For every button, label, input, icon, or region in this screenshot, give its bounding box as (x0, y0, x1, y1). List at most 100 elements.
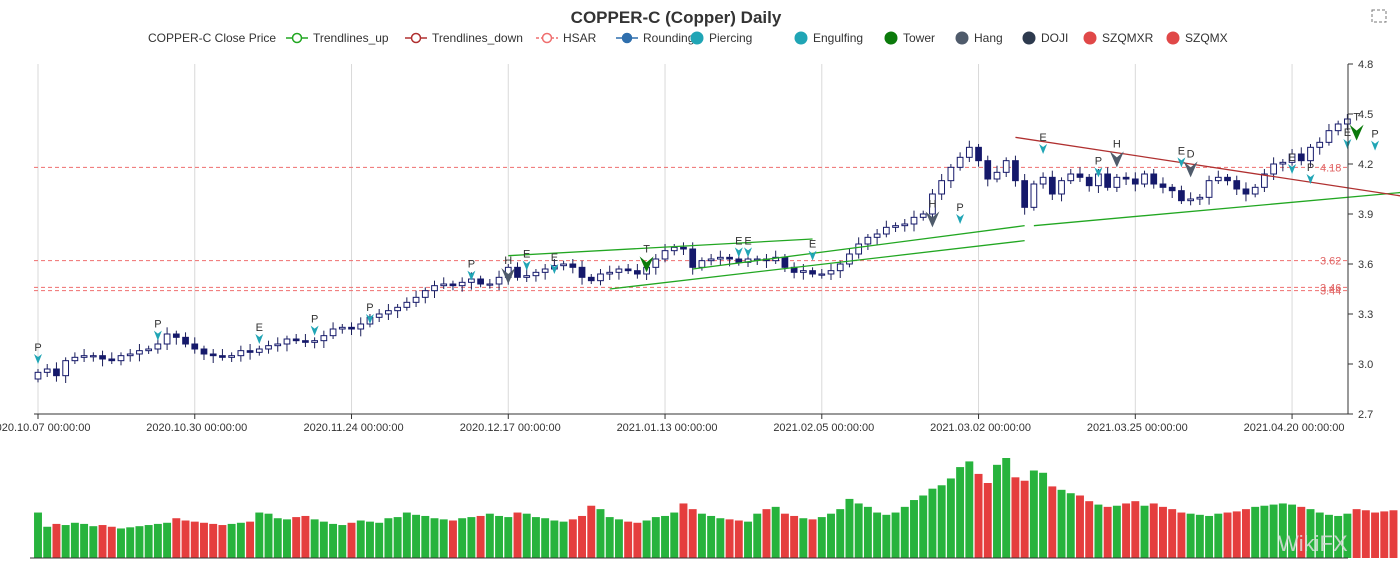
candle-body (394, 306, 401, 312)
candle-body (486, 283, 494, 286)
x-tick-label: 2021.01.13 00:00:00 (617, 422, 718, 434)
volume-bar (1131, 501, 1140, 558)
candle-body (182, 336, 189, 345)
candle-body (938, 180, 946, 195)
volume-bar (402, 512, 411, 558)
volume-bar (688, 509, 697, 558)
volume-bar (117, 528, 125, 558)
marker-label: P (366, 302, 373, 314)
candle-body (910, 216, 918, 225)
candle-body (873, 233, 881, 238)
marker-arrow (550, 264, 559, 274)
candle-body (726, 256, 733, 260)
volume-bar (1380, 511, 1389, 558)
candle-body (62, 360, 70, 377)
legend-label: Hang (974, 31, 1003, 45)
candle-body (661, 250, 669, 260)
candle-body (1242, 188, 1250, 195)
marker-arrow (310, 325, 319, 336)
volume-bar (1361, 510, 1370, 558)
candle-body (827, 270, 835, 275)
marker-arrow (808, 250, 817, 261)
legend-item-engulfing: Engulfing (794, 31, 863, 45)
candle-body (707, 258, 715, 262)
candle-body (200, 348, 208, 355)
volume-bar (255, 512, 264, 558)
marker-label: E (1288, 152, 1295, 164)
marker-p: P (34, 342, 42, 364)
volume-bar (163, 522, 172, 558)
x-tick-label: 2021.04.20 00:00:00 (1244, 422, 1345, 434)
marker-arrow (1306, 174, 1315, 184)
marker-e: E (550, 252, 559, 274)
volume-bar (808, 519, 817, 558)
trendlines (508, 136, 1400, 290)
restore-zoom-icon[interactable] (1371, 9, 1387, 23)
candle-body (329, 328, 337, 337)
candle-body (1178, 190, 1185, 202)
volume-bar (292, 517, 301, 558)
legend-swatch-dot (955, 31, 969, 45)
candles (34, 114, 1351, 383)
volume-bar (347, 522, 356, 558)
volume-bar (319, 521, 328, 558)
candle-body (735, 258, 743, 263)
candle-body (855, 243, 863, 255)
volume-bar (1334, 515, 1343, 558)
marker-h: H (501, 255, 516, 284)
volume-bar (209, 523, 218, 558)
volume-bar (1251, 506, 1260, 558)
candle-body (634, 270, 641, 275)
marker-e: E (808, 239, 817, 261)
candle-body (1187, 198, 1194, 202)
volume-bar (578, 515, 587, 558)
legend-item-szqmx: SZQMX (1166, 31, 1228, 45)
marker-e: E (734, 235, 743, 258)
legend-swatch-circle (291, 32, 303, 44)
candle-body (274, 343, 282, 347)
candle-body (1224, 176, 1231, 182)
candle-body (1270, 163, 1277, 175)
hsar-levels: 4.18 3.62 3.463.44 (34, 162, 1348, 298)
volume-bar (790, 515, 799, 558)
volume-bar (485, 513, 494, 558)
marker-label: E (1039, 132, 1046, 144)
watermark: WikiFX (1278, 531, 1348, 556)
marker-label: P (34, 342, 41, 354)
volume-bar (218, 525, 227, 558)
candle-body (403, 301, 411, 308)
candle-body (965, 146, 973, 158)
candle-body (99, 355, 106, 360)
marker-p: P (310, 314, 319, 336)
candle-body (882, 226, 890, 235)
volume-bar (661, 515, 669, 558)
y-tick-label: 4.5 (1358, 109, 1373, 121)
volume-bar (448, 520, 457, 558)
marker-arrow (1288, 164, 1297, 174)
trendline-up (508, 238, 813, 257)
marker-p: P (1094, 155, 1103, 178)
marker-arrow (522, 260, 531, 271)
candle-body (237, 350, 245, 357)
candle-body (228, 355, 236, 358)
candle-body (984, 160, 992, 180)
candle-body (292, 338, 300, 342)
volume-bar (679, 503, 688, 558)
x-tick-label: 2020.12.17 00:00:00 (460, 422, 561, 434)
legend-swatch-dot (1083, 31, 1097, 45)
volume-bar (780, 513, 789, 558)
candle-body (1150, 173, 1158, 185)
volume-bar (1002, 458, 1011, 558)
legend-swatch-circle (410, 32, 422, 44)
legend-label: Rounding (643, 31, 694, 45)
volume-bar (993, 464, 1001, 558)
legend-swatch-dot (690, 31, 704, 45)
candle-body (1316, 141, 1324, 148)
volume-bar (651, 517, 660, 558)
marker-p: P (365, 302, 374, 324)
volume-bar (1029, 470, 1038, 558)
candle-body (431, 285, 438, 292)
volume-bar (725, 519, 734, 558)
y-tick-label: 3.0 (1358, 359, 1373, 371)
